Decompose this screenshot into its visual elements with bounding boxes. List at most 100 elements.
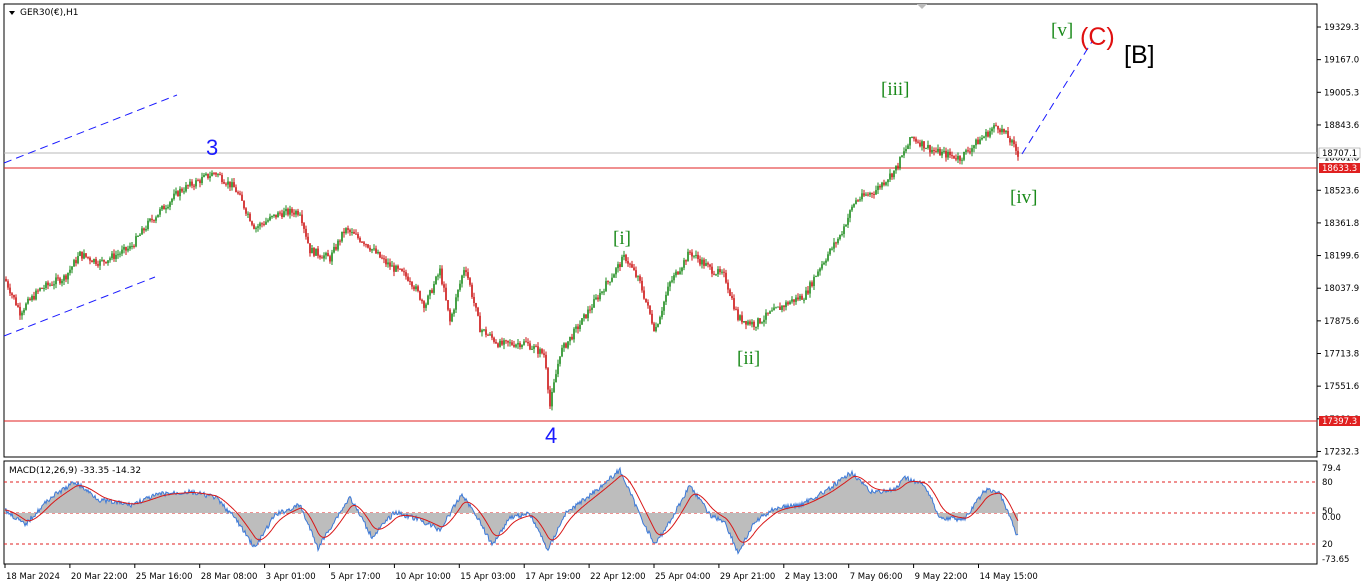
candle-body (881, 182, 883, 188)
candle-body (35, 290, 37, 300)
candle-body (33, 296, 35, 300)
time-axis-label: 18 Mar 2024 (6, 572, 60, 582)
candle-body (771, 310, 773, 312)
candle-body (191, 181, 193, 186)
candle-body (411, 281, 413, 287)
candle-body (199, 180, 201, 184)
candle-body (571, 336, 573, 340)
candle-body (251, 221, 253, 225)
candle-body (1005, 130, 1007, 133)
candle-body (247, 213, 249, 215)
candle-body (749, 321, 751, 325)
candle-body (275, 214, 277, 218)
candle-body (227, 181, 229, 185)
candle-body (601, 291, 603, 293)
wave-projection-line[interactable] (1021, 39, 1094, 155)
candle-body (443, 284, 445, 288)
candle-body (473, 296, 475, 304)
candle-body (19, 306, 21, 316)
macd-scale-label: 79.4 (1322, 464, 1341, 474)
time-axis-label: 9 May 22:00 (915, 572, 968, 582)
candle-body (861, 193, 863, 200)
candle-body (807, 290, 809, 294)
candle-body (117, 254, 119, 256)
candle-body (617, 264, 619, 269)
candle-body (761, 322, 763, 324)
candle-body (611, 277, 613, 282)
price-scale-label: 18523.6 (1324, 186, 1359, 196)
candle-body (791, 299, 793, 302)
candle-body (815, 275, 817, 277)
candle-body (797, 297, 799, 300)
candle-body (987, 131, 989, 137)
candle-body (455, 297, 457, 310)
candle-body (481, 330, 483, 333)
candle-body (53, 284, 55, 286)
trend-channel-lower[interactable] (3, 276, 156, 337)
candle-body (537, 346, 539, 354)
candle-body (963, 151, 965, 160)
candle-body (407, 276, 409, 281)
candle-body (121, 249, 123, 254)
candle-body (663, 301, 665, 311)
candle-body (75, 260, 77, 264)
candle-body (221, 174, 223, 183)
candle-body (967, 150, 969, 152)
candle-body (273, 214, 275, 216)
candle-body (835, 242, 837, 244)
candle-body (509, 342, 511, 344)
candle-body (915, 138, 917, 142)
candle-body (433, 284, 435, 293)
candle-body (215, 173, 217, 175)
candle-body (347, 228, 349, 230)
candle-body (695, 254, 697, 256)
candle-body (147, 220, 149, 230)
macd-scale: 79.4 80 500.00 20 -73.65 (1322, 464, 1349, 565)
candle-body (897, 165, 899, 168)
candle-body (647, 302, 649, 306)
candle-body (715, 274, 717, 276)
candle-body (927, 145, 929, 149)
candle-body (653, 323, 655, 332)
dropdown-arrow-icon[interactable] (9, 11, 15, 15)
candle-body (811, 282, 813, 287)
candle-body (775, 307, 777, 309)
candle-body (107, 260, 109, 264)
candle-body (67, 272, 69, 280)
candle-body (167, 206, 169, 209)
candle-body (635, 270, 637, 277)
candle-body (73, 260, 75, 267)
candle-body (13, 295, 15, 298)
candle-body (139, 234, 141, 237)
candle-body (681, 267, 683, 272)
price-scale-label: 17713.8 (1324, 350, 1359, 360)
candle-body (699, 258, 701, 265)
candle-body (287, 208, 289, 215)
candle-body (913, 137, 915, 139)
candle-body (757, 318, 759, 327)
candle-body (17, 305, 19, 307)
trend-channel-upper[interactable] (3, 94, 178, 164)
candle-body (209, 176, 211, 179)
candle-body (769, 311, 771, 314)
candle-body (131, 245, 133, 247)
candle-body (309, 243, 311, 254)
candle-body (345, 228, 347, 234)
candle-body (533, 346, 535, 349)
macd-main-line (4, 466, 1019, 555)
candle-body (235, 187, 237, 193)
time-axis-label: 10 Apr 10:00 (395, 572, 450, 582)
candle-body (301, 214, 303, 224)
candle-body (367, 244, 369, 248)
candle-body (817, 271, 819, 276)
candle-body (55, 277, 57, 285)
candle-body (329, 256, 331, 262)
candle-body (43, 287, 45, 289)
candle-body (379, 251, 381, 258)
candle-body (341, 231, 343, 242)
symbol-title[interactable]: GER30(€),H1 (9, 8, 78, 18)
candle-body (415, 286, 417, 290)
wave-label-ii: [ii] (737, 348, 760, 369)
price-scale: 19329.3 19167.0 19005.3 18843.6 18681.8 18523… (1317, 23, 1359, 457)
